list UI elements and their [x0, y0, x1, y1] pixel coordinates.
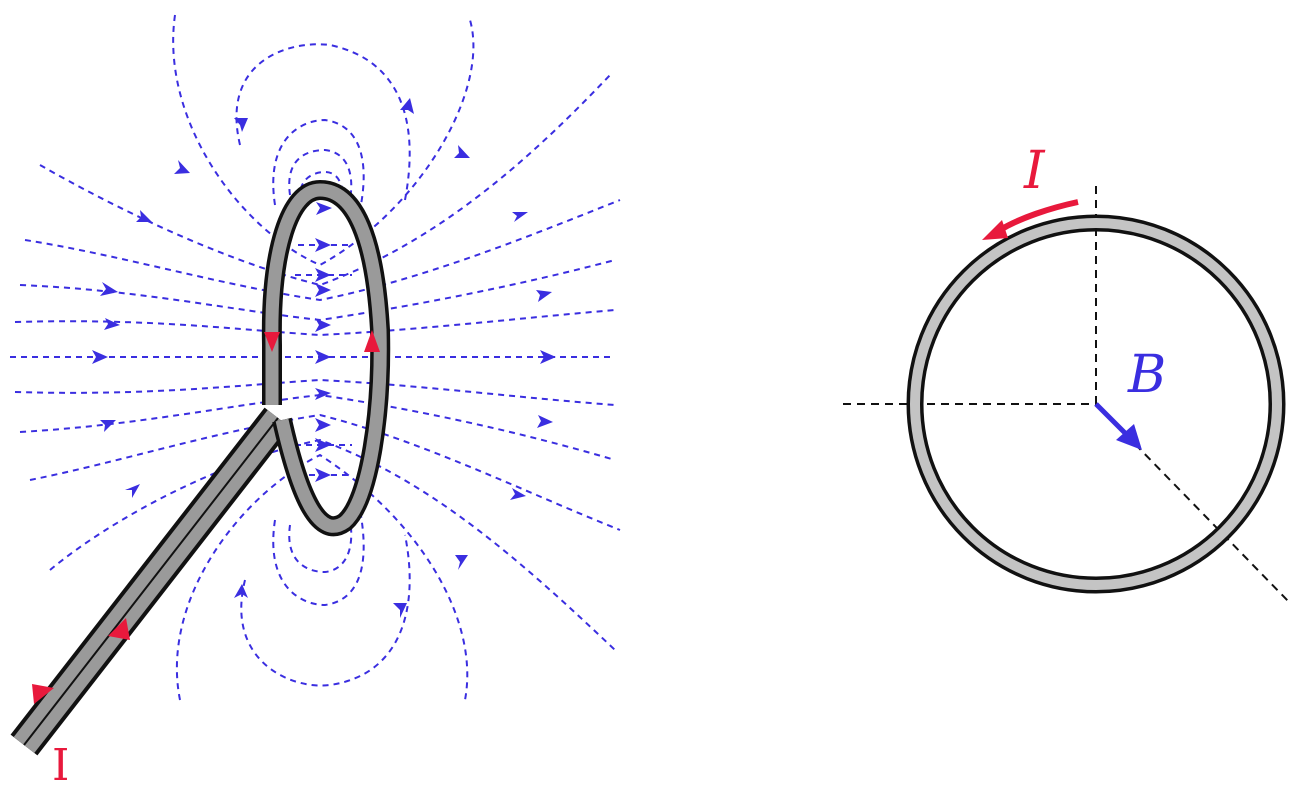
field-label-b: B: [1127, 345, 1166, 405]
current-arrow-icon: [32, 684, 54, 704]
field-arrow: [537, 415, 553, 428]
field-line: [172, 14, 475, 267]
field-arrow: [125, 484, 140, 498]
field-vector-b: [1094, 402, 1142, 450]
current-arrows: [32, 330, 380, 704]
field-line: [175, 453, 469, 701]
field-line: [29, 413, 621, 531]
field-arrow: [315, 268, 331, 282]
field-arrows: [92, 98, 556, 618]
field-lines: [10, 14, 621, 701]
current-arrow-icon: [364, 330, 380, 352]
wire-lead: [10, 407, 292, 756]
right-figure: B I: [843, 141, 1289, 603]
field-line: [19, 259, 616, 322]
field-arrow: [540, 350, 556, 364]
field-line: [235, 43, 411, 201]
field-arrow: [104, 318, 120, 330]
field-arrow: [454, 145, 470, 158]
field-arrow: [1116, 424, 1142, 450]
field-line: [14, 378, 616, 406]
field-arrow: [400, 98, 414, 114]
field-line: [272, 118, 365, 211]
field-line: [288, 148, 353, 201]
field-arrow: [512, 212, 528, 222]
field-arrow: [100, 282, 118, 296]
left-figure: I: [10, 14, 621, 788]
field-line: [49, 438, 616, 651]
current-arrow-icon: [982, 220, 1008, 240]
field-arrow: [455, 555, 468, 570]
field-line: [288, 519, 353, 574]
field-line: [272, 509, 365, 607]
current-arrow-icon: [108, 618, 130, 640]
field-arrow: [510, 488, 526, 500]
field-arrow: [316, 202, 332, 215]
field-arrow: [234, 118, 248, 132]
field-arrow: [136, 210, 152, 222]
current-arrow-icon: [264, 332, 280, 352]
field-arrow: [315, 418, 331, 432]
current-label-right: I: [1023, 141, 1046, 201]
field-arrow: [234, 584, 248, 598]
field-arrow: [315, 350, 331, 364]
field-line: [39, 74, 611, 287]
current-ring-fill: [910, 218, 1282, 590]
field-arrow: [315, 318, 331, 332]
field-arrow: [315, 388, 331, 400]
current-label-left: I: [52, 740, 69, 788]
field-arrow: [315, 468, 331, 482]
field-arrow: [92, 350, 108, 364]
field-arrow: [393, 603, 407, 618]
wire-loop: [261, 180, 391, 537]
field-arrow: [536, 290, 552, 302]
field-arrow: [100, 420, 116, 432]
field-line: [240, 534, 411, 687]
field-arrow: [174, 160, 190, 174]
field-arrow: [315, 438, 331, 452]
field-arrow: [315, 238, 331, 252]
field-arrow: [315, 283, 331, 297]
current-arrow-ring: [982, 199, 1079, 240]
field-line: [14, 309, 616, 337]
field-line: [24, 199, 621, 302]
